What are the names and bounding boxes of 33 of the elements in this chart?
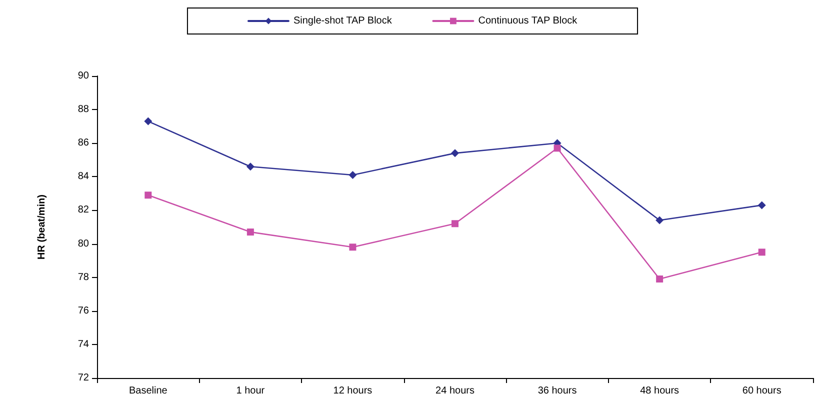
y-tick-label: 90 [78, 70, 90, 82]
y-tick-label: 78 [78, 272, 90, 283]
point [144, 117, 152, 126]
y-tick-label: 84 [78, 171, 90, 182]
point [451, 149, 459, 158]
x-tick-label: 36 hours [538, 386, 577, 396]
point [246, 228, 254, 236]
x-tick-label: Baseline [128, 386, 168, 396]
point [349, 244, 356, 251]
x-tick-label: 24 hours [436, 386, 474, 396]
x-tick-label: 12 hours [333, 386, 372, 396]
x-tick-label: 48 hours [640, 386, 680, 396]
legend-label: Continuous TAP Block [478, 16, 578, 26]
legend-label: Single-shot TAP Block [293, 16, 393, 26]
y-tick-label: 72 [78, 372, 90, 384]
point [348, 170, 357, 179]
y-tick-label: 76 [78, 305, 90, 316]
y-axis-title: HR (beat/min) [36, 194, 48, 260]
y-tick-label: 82 [78, 204, 90, 216]
point [246, 162, 254, 171]
point [656, 216, 664, 224]
y-tick-label: 86 [78, 138, 90, 149]
x-tick-label: 1 hour [236, 386, 266, 396]
point [144, 192, 152, 199]
y-tick-label: 74 [78, 338, 90, 350]
point [452, 220, 458, 228]
point [656, 276, 664, 283]
y-tick-label: 80 [78, 238, 90, 250]
y-tick-label: 88 [78, 104, 90, 116]
point [758, 201, 766, 210]
x-tick-label: 60 hours [742, 386, 782, 396]
point [554, 144, 561, 152]
point [758, 248, 766, 256]
